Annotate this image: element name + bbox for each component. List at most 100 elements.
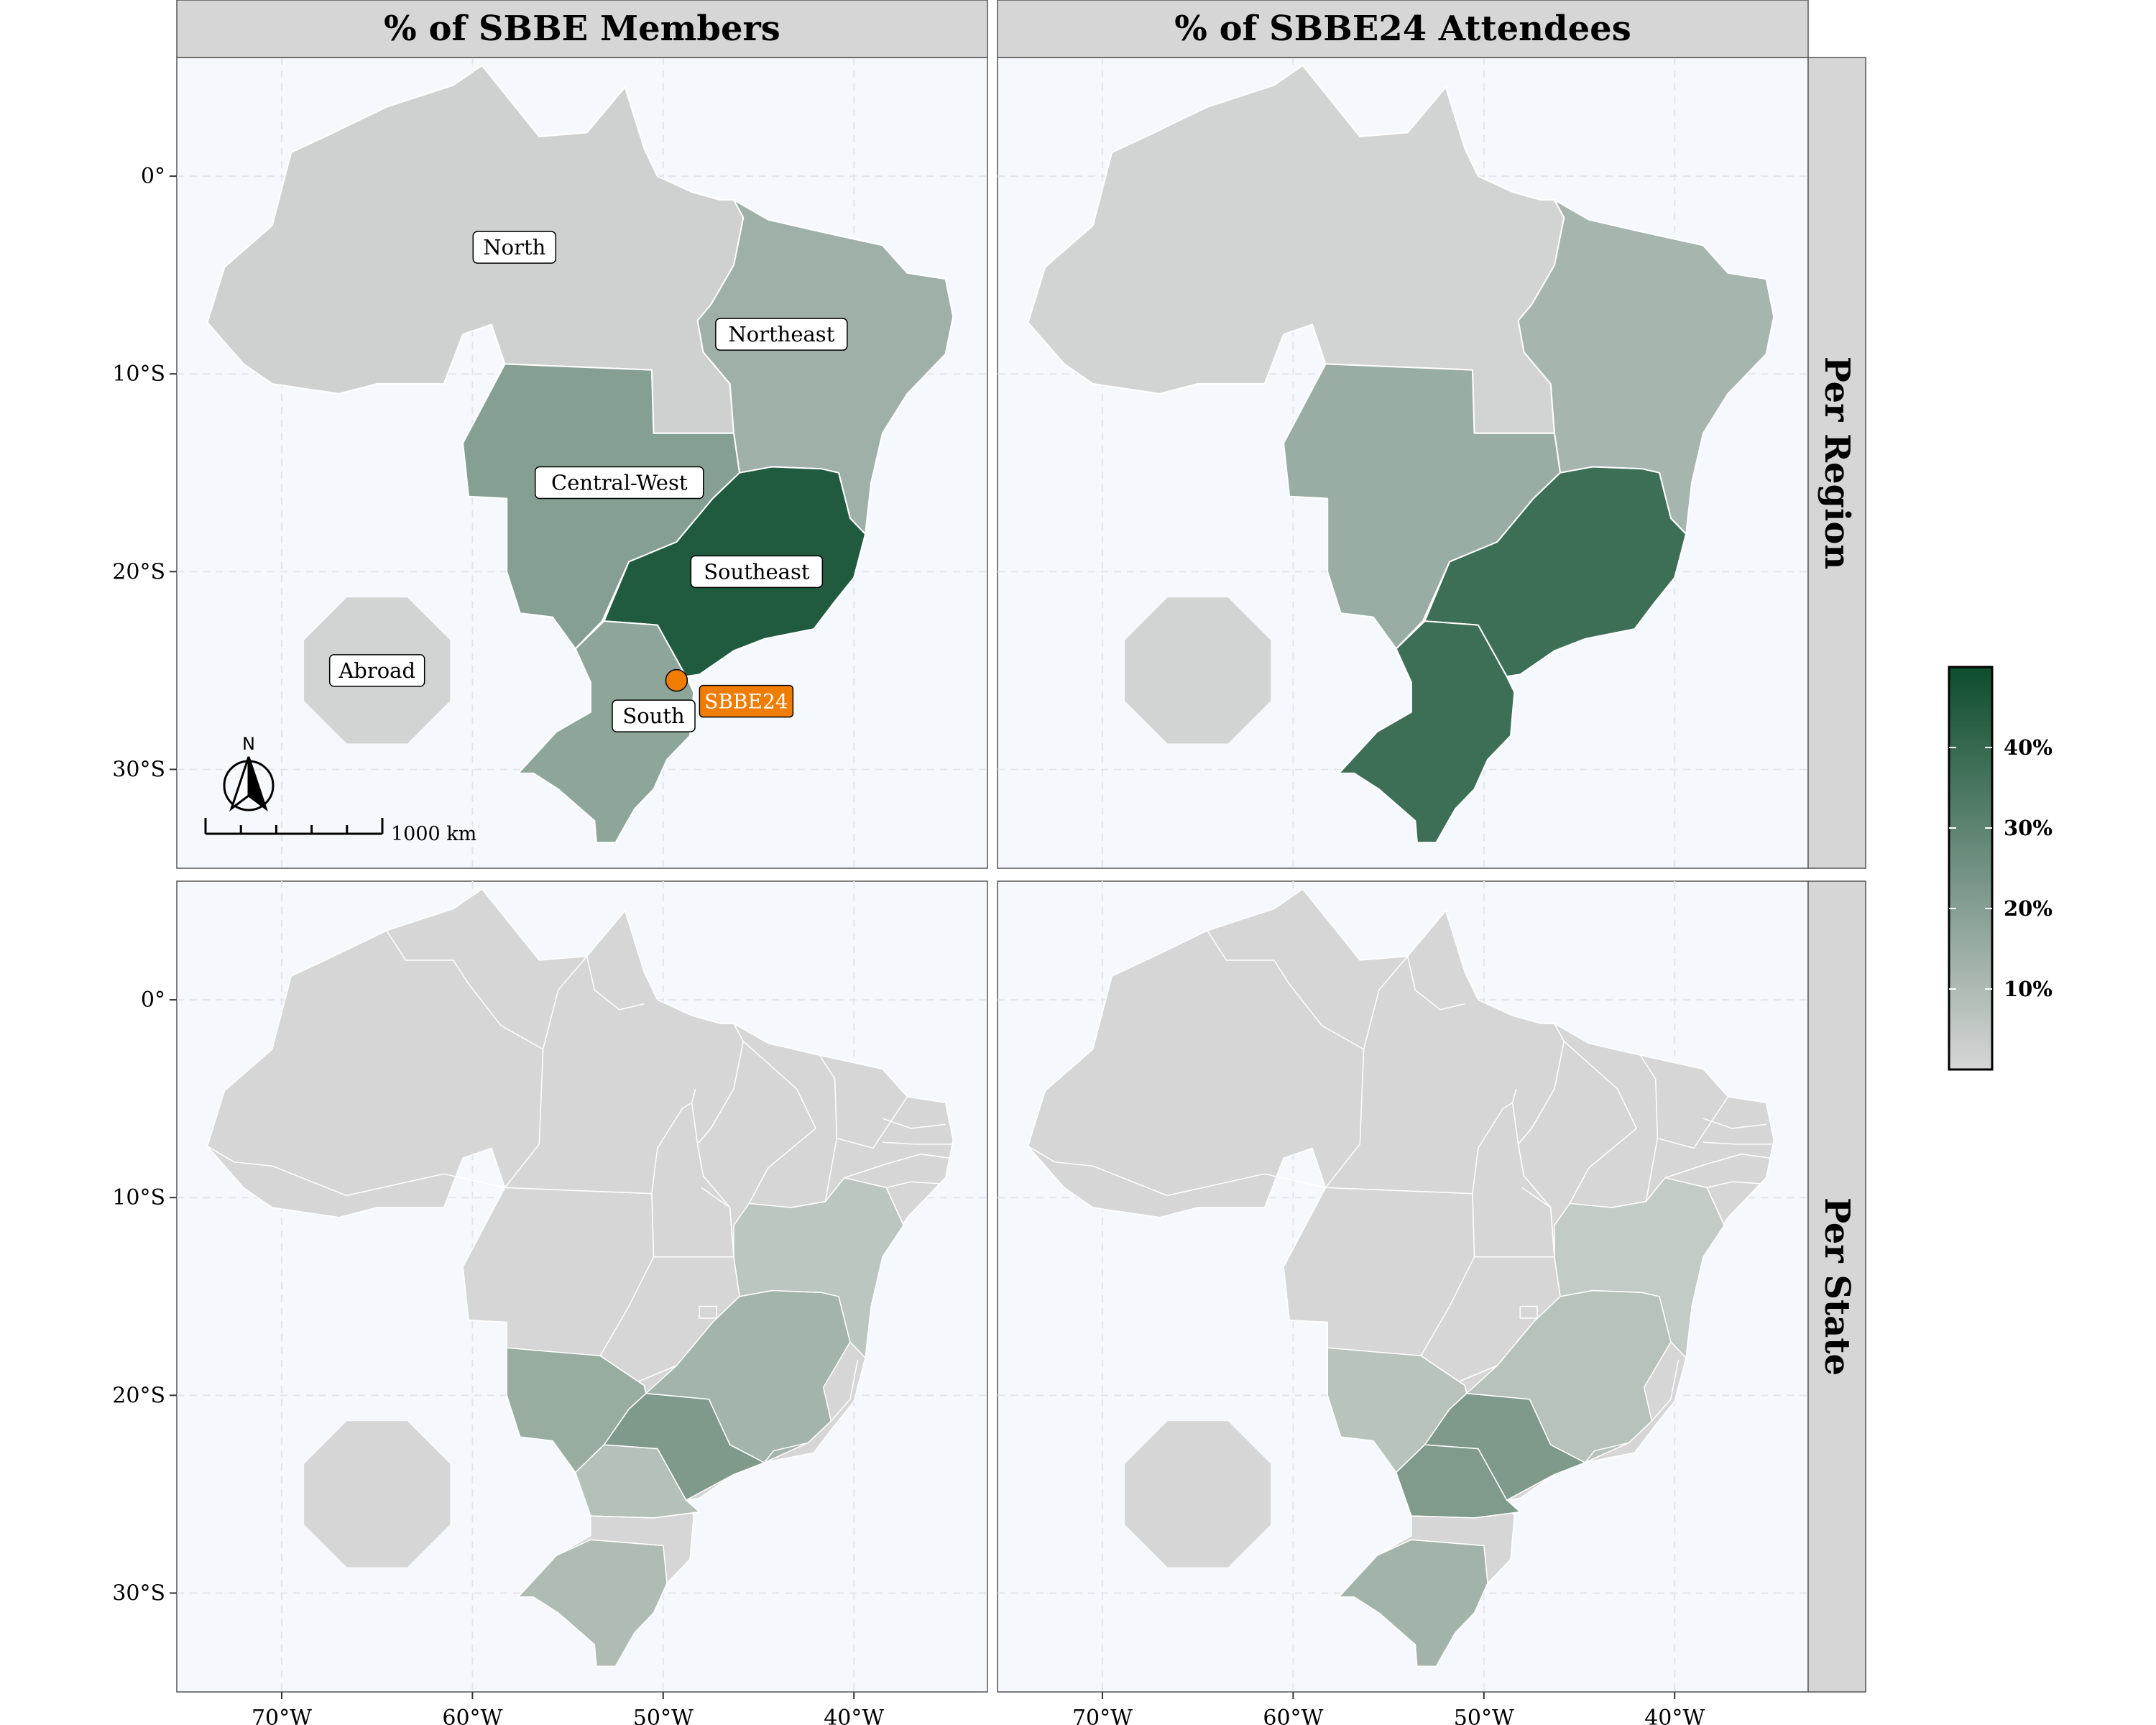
state-border — [1472, 1102, 1513, 1194]
region-south — [517, 620, 695, 844]
state-border — [207, 1146, 347, 1197]
state-border — [1664, 1153, 1771, 1179]
state-border — [886, 1181, 940, 1189]
legend-colorbar — [1948, 666, 1994, 1071]
panel-region-members: North Northeast Central-West Southeast South… — [176, 57, 988, 869]
state-border — [453, 960, 544, 1188]
x-tick-label: 40°W — [1644, 1706, 1705, 1725]
state-border — [1420, 1355, 1468, 1394]
state-border — [1657, 1096, 1729, 1149]
venue-label-box — [699, 684, 794, 718]
venue-label: SBBE24 — [704, 690, 788, 714]
label-southeast: Southeast — [704, 559, 810, 584]
state-border — [830, 1359, 859, 1422]
state-border — [763, 1442, 808, 1463]
panel-state-attendees — [997, 880, 1809, 1693]
state-border — [1273, 960, 1365, 1188]
x-tick-label: 40°W — [824, 1706, 884, 1725]
legend-tick-label: 40% — [2004, 735, 2053, 760]
state-border — [882, 1118, 946, 1129]
north-arrow: N — [223, 734, 275, 812]
state-border — [701, 1187, 734, 1257]
north-arrow-letter: N — [242, 734, 255, 754]
state-border — [1406, 956, 1465, 1011]
row-header-region: Per Region — [1817, 356, 1857, 569]
state-border — [386, 930, 453, 961]
region-abroad — [1125, 597, 1271, 744]
y-tick-label: 10°S — [112, 1185, 165, 1210]
state-border — [1363, 956, 1409, 1050]
state-border — [699, 1305, 717, 1319]
y-tick-label: 10°S — [112, 362, 165, 387]
y-tick-label: 30°S — [112, 1581, 165, 1606]
panel-region-attendees — [997, 57, 1809, 869]
y-tick-label: 20°S — [112, 1383, 165, 1408]
label-abroad-box — [328, 654, 425, 687]
state-border — [691, 1088, 699, 1145]
state-border — [1411, 1511, 1521, 1519]
region-abroad — [1125, 1421, 1271, 1568]
region-south — [1338, 620, 1516, 844]
state-border — [599, 1355, 647, 1394]
label-south: South — [622, 704, 684, 728]
state-border — [590, 1539, 663, 1547]
legend-tick-label: 20% — [2004, 896, 2053, 921]
label-south-box — [612, 699, 696, 732]
state-border — [1521, 1187, 1555, 1257]
north-arrow-right — [247, 756, 268, 812]
x-tick-label: 60°W — [1263, 1706, 1323, 1725]
y-tick-label: 20°S — [112, 559, 165, 584]
state-border — [1420, 1256, 1475, 1356]
region-southeast — [1424, 466, 1687, 678]
state-rs — [517, 1539, 668, 1667]
state-border — [1703, 1141, 1774, 1145]
row-strip — [1807, 880, 1866, 1693]
label-southeast-box — [690, 555, 824, 589]
state-border — [1563, 1041, 1638, 1204]
x-tick-label: 50°W — [1454, 1706, 1514, 1725]
label-northeast: Northeast — [728, 322, 834, 346]
legend-tick-label: 10% — [2004, 977, 2053, 1001]
state-border — [1264, 1173, 1326, 1189]
state-border — [1584, 1442, 1629, 1463]
state-border — [844, 1153, 950, 1179]
label-northeast-box — [715, 318, 848, 351]
state-border — [1028, 1146, 1168, 1197]
row-strip — [1807, 57, 1866, 869]
state-border — [882, 1141, 954, 1145]
scale-bar: 1000 km — [204, 818, 476, 845]
state-border — [590, 1511, 700, 1519]
state-border — [1511, 1088, 1519, 1145]
y-tick-label: 30°S — [112, 757, 165, 782]
column-header-attendees: % of SBBE24 Attendees — [1174, 9, 1631, 49]
state-border — [1706, 1187, 1725, 1226]
x-tick-label: 70°W — [252, 1706, 312, 1725]
state-border — [1207, 930, 1274, 961]
label-central-west-box — [535, 466, 704, 500]
state-border — [1707, 1181, 1761, 1189]
state-border — [885, 1187, 904, 1226]
scale-bar-label: 1000 km — [391, 823, 476, 845]
state-border — [586, 956, 645, 1011]
venue-marker — [665, 668, 688, 692]
state-border — [346, 1173, 444, 1197]
state-border — [599, 1256, 655, 1356]
column-strip — [176, 0, 988, 58]
x-tick-label: 70°W — [1072, 1706, 1133, 1725]
state-border — [1651, 1359, 1680, 1422]
column-header-members: % of SBBE Members — [384, 9, 780, 49]
y-tick-label: 0° — [141, 988, 165, 1013]
x-tick-label: 50°W — [633, 1706, 694, 1725]
state-border — [1519, 1305, 1538, 1319]
label-central-west: Central-West — [551, 471, 688, 495]
state-border — [443, 1173, 505, 1189]
region-abroad — [304, 1421, 451, 1568]
legend-tick-label: 30% — [2004, 816, 2053, 840]
label-north-box — [472, 231, 557, 264]
column-strip — [997, 0, 1809, 58]
y-tick-label: 0° — [141, 164, 165, 189]
x-tick-label: 60°W — [442, 1706, 502, 1725]
state-border — [1703, 1118, 1766, 1129]
row-header-state: Per State — [1817, 1197, 1857, 1376]
